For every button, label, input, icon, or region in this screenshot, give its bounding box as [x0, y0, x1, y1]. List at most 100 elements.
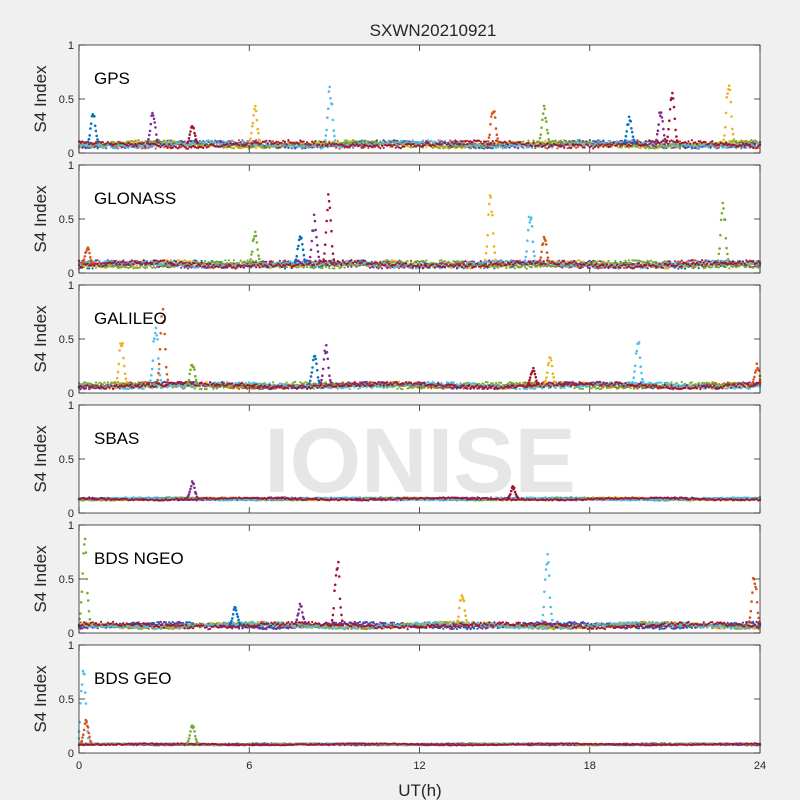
data-point [660, 140, 663, 143]
data-point [425, 259, 428, 262]
data-point [575, 146, 578, 149]
spike-point [671, 97, 675, 100]
data-point [447, 142, 450, 145]
spike-point [494, 127, 498, 130]
data-point [226, 142, 229, 145]
data-point [180, 146, 183, 149]
spike-point [489, 122, 492, 126]
data-point [624, 259, 627, 262]
data-point [391, 140, 394, 143]
data-point [491, 140, 494, 143]
data-point [365, 139, 368, 142]
data-point [505, 146, 508, 150]
data-point [741, 142, 745, 145]
data-point [726, 147, 729, 150]
data-point [695, 142, 699, 145]
data-point [517, 145, 520, 148]
data-point [328, 267, 331, 270]
data-point [479, 140, 482, 143]
data-point [241, 146, 244, 149]
data-point [232, 147, 235, 150]
data-point [180, 266, 183, 269]
data-point [663, 143, 666, 146]
data-point [675, 144, 678, 148]
data-point [285, 143, 288, 146]
data-point [355, 140, 358, 143]
spike-point [189, 130, 192, 133]
data-point [255, 147, 258, 150]
data-point [237, 139, 241, 142]
data-point [146, 266, 149, 269]
data-point [690, 147, 694, 150]
data-point [690, 144, 694, 147]
data-point [166, 145, 169, 148]
data-point [112, 265, 115, 268]
data-point [122, 145, 125, 149]
spike-point [258, 140, 262, 143]
data-point [665, 144, 668, 147]
data-point [447, 145, 450, 148]
data-point [340, 266, 343, 269]
data-point [661, 139, 665, 142]
data-point [214, 141, 217, 144]
data-point [443, 139, 447, 142]
data-point [685, 142, 688, 145]
data-point [527, 142, 530, 145]
data-point [670, 145, 673, 148]
data-point [282, 145, 285, 148]
data-point [273, 144, 276, 147]
data-point [350, 265, 353, 268]
spike-point [666, 135, 669, 139]
data-point [733, 143, 736, 146]
spike-point [727, 84, 731, 87]
data-point [508, 139, 511, 143]
spike-point [661, 120, 664, 123]
spike-point [630, 130, 634, 134]
data-point [207, 261, 210, 264]
data-point [549, 265, 552, 268]
data-point [91, 146, 94, 149]
data-point [127, 141, 130, 144]
data-point [209, 145, 212, 148]
data-point [472, 146, 476, 149]
data-point [164, 145, 167, 148]
data-point [496, 266, 499, 269]
data-point [578, 139, 581, 142]
data-point [694, 266, 697, 269]
y-tick-label: 0.5 [59, 94, 74, 106]
data-point [319, 140, 322, 143]
data-point [163, 140, 166, 143]
spike-point [193, 131, 196, 135]
data-point [367, 140, 370, 143]
data-point [753, 139, 757, 142]
spike-point [330, 102, 334, 106]
data-point [287, 140, 290, 143]
data-point [753, 142, 757, 145]
data-point [159, 146, 162, 149]
data-point [455, 140, 459, 143]
spike-point [331, 118, 335, 122]
spike-point [251, 121, 255, 125]
spike-point [662, 134, 666, 137]
spike-point [147, 138, 150, 141]
data-point [707, 146, 711, 149]
data-point [614, 259, 617, 263]
data-point [508, 266, 511, 269]
data-point [318, 145, 321, 148]
data-point [506, 141, 510, 144]
data-point [94, 142, 98, 145]
spike-point [657, 123, 660, 126]
data-point [239, 147, 242, 150]
data-point [171, 139, 174, 142]
data-point [689, 145, 692, 148]
data-point [524, 143, 527, 146]
data-point [88, 267, 91, 270]
data-point [740, 144, 743, 147]
spike-point [256, 127, 260, 131]
spike-point [95, 134, 98, 138]
data-point [610, 143, 614, 147]
data-point [525, 267, 528, 270]
spike-point [86, 140, 90, 144]
data-point [511, 140, 515, 143]
data-point [130, 265, 133, 268]
